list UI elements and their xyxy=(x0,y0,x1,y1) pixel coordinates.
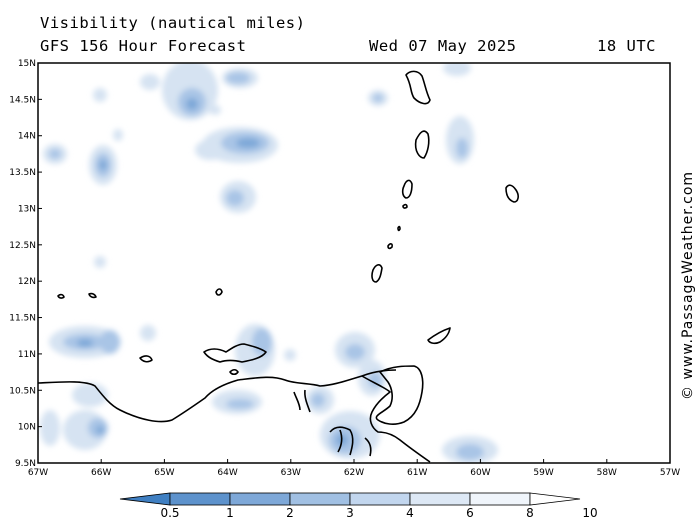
lat-tick-label: 14N xyxy=(18,132,36,142)
lat-tick-label: 13.5N xyxy=(9,168,36,178)
legend-swatch xyxy=(229,492,291,506)
lat-tick-label: 14.5N xyxy=(9,95,36,105)
lat-tick-label: 10N xyxy=(18,423,36,433)
site-credit: © www.PassageWeather.com xyxy=(680,170,696,400)
legend-swatch xyxy=(469,492,531,506)
legend-label: 1 xyxy=(226,506,234,520)
legend-swatch xyxy=(119,492,171,506)
lat-tick-label: 12N xyxy=(18,277,36,287)
lon-tick-label: 57W xyxy=(660,468,680,478)
forecast-model: GFS 156 Hour Forecast xyxy=(40,37,247,55)
legend-label: 2 xyxy=(286,506,294,520)
legend-label: 10 xyxy=(582,506,597,520)
visibility-legend: 0.5 1 2 3 4 6 8 10 xyxy=(119,492,598,520)
map-frame xyxy=(37,62,671,464)
legend-swatch xyxy=(289,492,351,506)
lat-tick-label: 12.5N xyxy=(9,241,36,251)
legend-swatch xyxy=(349,492,411,506)
visibility-shading xyxy=(40,63,498,463)
forecast-time: 18 UTC xyxy=(597,37,656,55)
lon-tick-label: 62W xyxy=(344,468,364,478)
lon-tick-label: 64W xyxy=(217,468,237,478)
lon-tick-label: 59W xyxy=(533,468,553,478)
lat-tick-label: 10.5N xyxy=(9,386,36,396)
legend-label: 6 xyxy=(466,506,474,520)
lon-tick-label: 61W xyxy=(407,468,427,478)
lat-tick-label: 11N xyxy=(18,350,36,360)
legend-swatch xyxy=(169,492,231,506)
lon-tick-label: 65W xyxy=(154,468,174,478)
latitude-axis: 15N 14.5N 14N 13.5N 13N 12.5N 12N 11.5N 11N 10.5N… xyxy=(9,59,42,469)
legend-label: 3 xyxy=(346,506,354,520)
coastlines xyxy=(38,70,519,463)
legend-swatch xyxy=(529,492,581,506)
lon-tick-label: 60W xyxy=(470,468,490,478)
legend-label: 8 xyxy=(526,506,534,520)
lon-tick-label: 67W xyxy=(28,468,48,478)
longitude-axis: 67W 66W 65W 64W 63W 62W 61W 60W 59W 58W 57W xyxy=(28,459,680,478)
lat-tick-label: 13N xyxy=(18,204,36,214)
lat-tick-label: 11.5N xyxy=(9,314,36,324)
lon-tick-label: 63W xyxy=(281,468,301,478)
lat-tick-label: 15N xyxy=(18,59,36,69)
lon-tick-label: 66W xyxy=(91,468,111,478)
lon-tick-label: 58W xyxy=(597,468,617,478)
lat-tick-label: 9.5N xyxy=(15,459,36,469)
legend-label: 0.5 xyxy=(160,506,179,520)
legend-label: 4 xyxy=(406,506,414,520)
map-title: Visibility (nautical miles) xyxy=(40,14,306,32)
legend-swatch xyxy=(409,492,471,506)
forecast-date: Wed 07 May 2025 xyxy=(369,37,517,55)
